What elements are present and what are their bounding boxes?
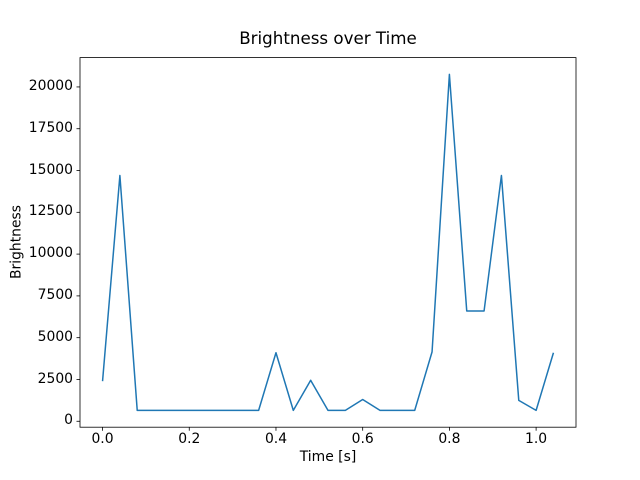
y-tick-label: 12500: [28, 203, 73, 220]
x-tick-label: 0.4: [264, 431, 288, 447]
x-tick-label: 1.0: [525, 431, 548, 447]
x-tick-label: 0.8: [438, 431, 461, 447]
y-axis-label: Brightness: [8, 205, 25, 279]
y-tick-label: 17500: [28, 119, 73, 136]
x-axis-label: Time [s]: [299, 449, 357, 465]
x-tick-label: 0.0: [91, 431, 114, 447]
x-tick-label: 0.2: [178, 431, 201, 447]
y-tick-label: 2500: [37, 370, 73, 387]
x-tick-label: 0.6: [351, 431, 374, 447]
y-tick-label: 0: [64, 412, 73, 429]
y-tick-label: 15000: [28, 161, 73, 178]
y-tick-label: 10000: [28, 245, 73, 262]
y-tick-label: 5000: [37, 328, 73, 345]
chart-title: Brightness over Time: [239, 28, 417, 48]
y-tick-label: 7500: [37, 286, 73, 303]
brightness-line: [101, 73, 555, 412]
y-tick-label: 20000: [28, 77, 73, 94]
plot-border: [79, 57, 577, 428]
